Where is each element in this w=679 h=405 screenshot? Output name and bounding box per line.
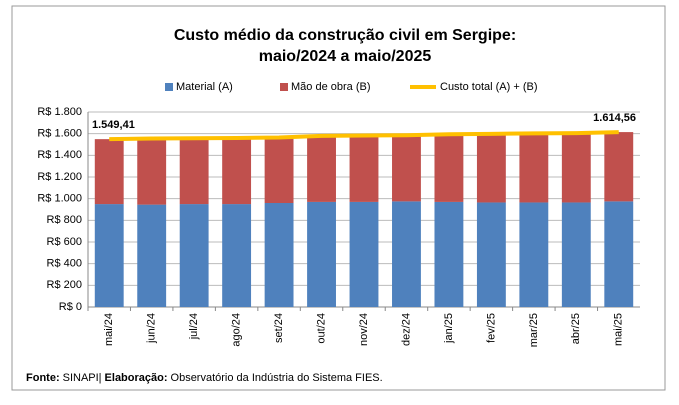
bar-segment [434, 134, 464, 202]
bar-segment [137, 138, 167, 205]
x-tick-label: mai/25 [613, 313, 625, 346]
x-tick-label: ago/24 [231, 313, 243, 347]
bar-segment [434, 201, 464, 307]
bar-segment [392, 135, 421, 202]
bar-segment [476, 133, 506, 203]
bar-segment [179, 138, 209, 205]
x-tick-label: set/24 [273, 313, 285, 343]
x-tick-label: out/24 [315, 313, 327, 344]
bar-segment [222, 138, 252, 205]
line [109, 130, 619, 142]
bar-segment [349, 135, 379, 202]
legend-label: Mão de obra (B) [291, 81, 370, 93]
y-tick-label: R$ 600 [47, 236, 82, 248]
x-tick-label: abr/25 [570, 313, 582, 344]
chart-title: Custo médio da construção civil em Sergi… [174, 27, 516, 44]
y-tick-label: R$ 1.600 [37, 128, 82, 140]
bar-segment [94, 139, 124, 205]
y-tick-label: R$ 1.800 [37, 106, 82, 118]
bar-segment [604, 201, 634, 307]
bar-segment [476, 202, 506, 307]
bar-segment [392, 201, 421, 307]
data-label: 1.549,41 [92, 119, 135, 131]
y-tick-label: R$ 1.400 [37, 149, 82, 161]
footer-text: Observatório da Indústria do Sistema FIE… [171, 372, 383, 384]
y-tick-label: R$ 400 [47, 258, 82, 270]
footer: Fonte: SINAPI| Elaboração: Observatório da … [26, 372, 383, 384]
bar-segment [137, 204, 167, 307]
bar-segment [561, 202, 591, 307]
bar-segment [179, 204, 209, 307]
x-tick-label: jun/24 [146, 313, 158, 344]
bar-segment [94, 204, 124, 307]
y-tick-label: R$ 800 [47, 214, 82, 226]
bar-segment [519, 202, 549, 307]
x-tick-label: mai/24 [103, 313, 115, 346]
footer-label: Elaboração: [105, 372, 168, 384]
x-tick-label: mar/25 [528, 313, 540, 347]
x-tick-label: jan/25 [443, 313, 455, 344]
x-tick-label: jul/24 [188, 313, 200, 340]
bar-segment [264, 137, 294, 203]
x-tick-label: nov/24 [358, 313, 370, 346]
bar-segment [349, 201, 379, 307]
bar-segment [264, 203, 294, 307]
bar-segment [222, 204, 252, 307]
bar-segment [519, 133, 549, 203]
bar-segment [561, 133, 591, 203]
legend-swatch [280, 83, 288, 91]
y-tick-label: R$ 200 [47, 279, 82, 291]
y-tick-label: R$ 0 [59, 301, 82, 313]
footer-label: Fonte: [26, 372, 60, 384]
bar-segment [307, 201, 336, 307]
footer-text: SINAPI| [63, 372, 102, 384]
x-tick-label: fev/25 [485, 313, 497, 343]
legend-label: Custo total (A) + (B) [440, 81, 538, 93]
y-tick-label: R$ 1.000 [37, 193, 82, 205]
data-label: 1.614,56 [593, 112, 636, 124]
legend-label: Material (A) [176, 81, 233, 93]
legend-swatch [165, 83, 173, 91]
bar-segment [604, 132, 634, 202]
bar-segment [307, 135, 336, 202]
x-tick-label: dez/24 [400, 313, 412, 346]
y-tick-label: R$ 1.200 [37, 171, 82, 183]
chart-title: maio/2024 a maio/2025 [259, 48, 432, 65]
